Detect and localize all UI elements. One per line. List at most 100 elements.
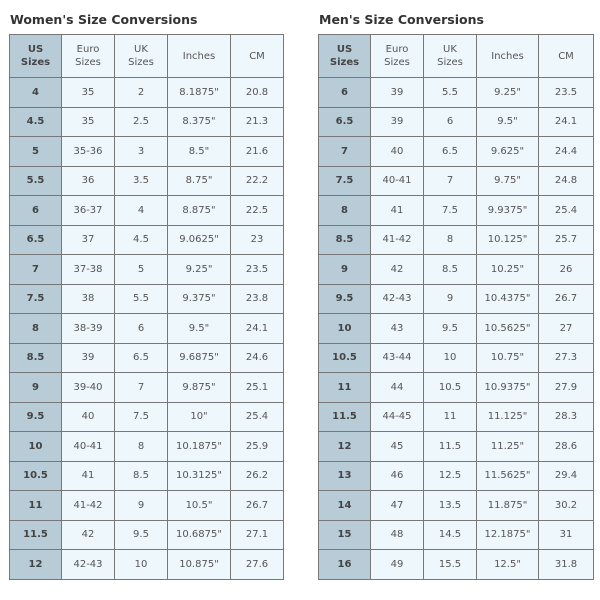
- cell-euro-size: 47: [370, 490, 424, 521]
- cell-uk-size: 14.5: [423, 519, 477, 550]
- men-title: Men's Size Conversions: [319, 12, 484, 27]
- table-row: 6 39 5.5 9.25" 23.5: [318, 77, 594, 108]
- cell-us-size: 11.5: [318, 401, 371, 432]
- table-row: 4 35 2 8.1875" 20.8: [9, 77, 284, 108]
- cell-us-size: 9: [9, 372, 62, 403]
- cell-euro-size: 39-40: [61, 372, 115, 403]
- cell-inches: 8.5": [167, 136, 231, 167]
- cell-cm: 27.3: [538, 342, 594, 373]
- cell-us-size: 8: [318, 195, 371, 226]
- cell-uk-size: 10.5: [423, 372, 477, 403]
- cell-cm: 24.1: [230, 313, 284, 344]
- cell-us-size: 9.5: [318, 283, 371, 314]
- cell-inches: 9.5": [476, 106, 539, 137]
- cell-us-size: 12: [318, 431, 371, 462]
- cell-inches: 8.1875": [167, 77, 231, 108]
- cell-euro-size: 37-38: [61, 254, 115, 285]
- cell-uk-size: 4: [114, 195, 168, 226]
- cell-uk-size: 7.5: [114, 401, 168, 432]
- cell-cm: 20.8: [230, 77, 284, 108]
- cell-inches: 10.125": [476, 224, 539, 255]
- cell-us-size: 6.5: [318, 106, 371, 137]
- cell-uk-size: 8.5: [423, 254, 477, 285]
- cell-euro-size: 41-42: [370, 224, 424, 255]
- header-euro-size: Euro Sizes: [370, 34, 424, 78]
- table-row: 7.5 38 5.5 9.375" 23.8: [9, 283, 284, 314]
- cell-cm: 25.9: [230, 431, 284, 462]
- cell-euro-size: 42-43: [61, 549, 115, 580]
- cell-uk-size: 4.5: [114, 224, 168, 255]
- cell-uk-size: 6.5: [423, 136, 477, 167]
- table-row: 9.5 42-43 9 10.4375" 26.7: [318, 283, 594, 314]
- cell-uk-size: 7: [423, 165, 477, 196]
- table-row: 9 39-40 7 9.875" 25.1: [9, 372, 284, 403]
- cell-euro-size: 44-45: [370, 401, 424, 432]
- women-panel: Women's Size Conversions US Sizes Euro Size…: [9, 12, 284, 580]
- cell-uk-size: 5: [114, 254, 168, 285]
- cell-inches: 9.9375": [476, 195, 539, 226]
- cell-euro-size: 35: [61, 77, 115, 108]
- cell-us-size: 8.5: [9, 342, 62, 373]
- cell-euro-size: 41-42: [61, 490, 115, 521]
- table-row: 15 48 14.5 12.1875" 31: [318, 519, 594, 550]
- cell-inches: 12.1875": [476, 519, 539, 550]
- cell-uk-size: 5.5: [114, 283, 168, 314]
- cell-us-size: 10.5: [9, 460, 62, 491]
- cell-uk-size: 9.5: [423, 313, 477, 344]
- cell-uk-size: 11.5: [423, 431, 477, 462]
- cell-euro-size: 39: [370, 106, 424, 137]
- table-row: 7 37-38 5 9.25" 23.5: [9, 254, 284, 285]
- table-row: 8 38-39 6 9.5" 24.1: [9, 313, 284, 344]
- table-row: 6.5 37 4.5 9.0625" 23: [9, 224, 284, 255]
- cell-cm: 21.3: [230, 106, 284, 137]
- table-row: 13 46 12.5 11.5625" 29.4: [318, 460, 594, 491]
- cell-us-size: 16: [318, 549, 371, 580]
- table-row: 10.5 41 8.5 10.3125" 26.2: [9, 460, 284, 491]
- cell-cm: 27.1: [230, 519, 284, 550]
- table-row: 10 40-41 8 10.1875" 25.9: [9, 431, 284, 462]
- cell-euro-size: 36: [61, 165, 115, 196]
- cell-cm: 26: [538, 254, 594, 285]
- cell-euro-size: 41: [370, 195, 424, 226]
- cell-cm: 24.1: [538, 106, 594, 137]
- cell-cm: 26.7: [230, 490, 284, 521]
- cell-inches: 11.125": [476, 401, 539, 432]
- cell-us-size: 7: [9, 254, 62, 285]
- cell-euro-size: 43-44: [370, 342, 424, 373]
- cell-cm: 31: [538, 519, 594, 550]
- cell-cm: 28.6: [538, 431, 594, 462]
- cell-us-size: 10: [318, 313, 371, 344]
- table-row: 10 43 9.5 10.5625" 27: [318, 313, 594, 344]
- cell-inches: 9.875": [167, 372, 231, 403]
- header-row: US Sizes Euro Sizes UK Sizes Inches CM: [9, 34, 284, 78]
- cell-euro-size: 39: [370, 77, 424, 108]
- cell-inches: 10.875": [167, 549, 231, 580]
- table-row: 9 42 8.5 10.25" 26: [318, 254, 594, 285]
- cell-inches: 9.75": [476, 165, 539, 196]
- cell-euro-size: 49: [370, 549, 424, 580]
- cell-inches: 10.4375": [476, 283, 539, 314]
- cell-us-size: 4: [9, 77, 62, 108]
- cell-inches: 10.5625": [476, 313, 539, 344]
- cell-euro-size: 48: [370, 519, 424, 550]
- table-row: 6 36-37 4 8.875" 22.5: [9, 195, 284, 226]
- cell-euro-size: 42-43: [370, 283, 424, 314]
- cell-inches: 9.25": [476, 77, 539, 108]
- table-row: 4.5 35 2.5 8.375" 21.3: [9, 106, 284, 137]
- cell-us-size: 11: [318, 372, 371, 403]
- cell-inches: 8.75": [167, 165, 231, 196]
- cell-us-size: 10: [9, 431, 62, 462]
- header-us-size: US Sizes: [318, 34, 371, 78]
- cell-us-size: 10.5: [318, 342, 371, 373]
- table-row: 5.5 36 3.5 8.75" 22.2: [9, 165, 284, 196]
- cell-cm: 25.1: [230, 372, 284, 403]
- cell-cm: 22.2: [230, 165, 284, 196]
- header-row: US Sizes Euro Sizes UK Sizes Inches CM: [318, 34, 594, 78]
- cell-cm: 31.8: [538, 549, 594, 580]
- cell-cm: 23.5: [230, 254, 284, 285]
- cell-us-size: 8: [9, 313, 62, 344]
- men-size-table: US Sizes Euro Sizes UK Sizes Inches CM 6 39 5.5 9.2…: [318, 34, 594, 580]
- cell-uk-size: 7: [114, 372, 168, 403]
- cell-inches: 9.625": [476, 136, 539, 167]
- table-row: 9.5 40 7.5 10" 25.4: [9, 401, 284, 432]
